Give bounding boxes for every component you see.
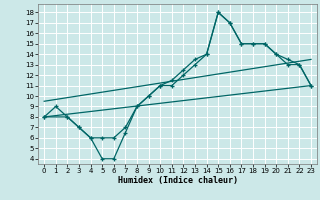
X-axis label: Humidex (Indice chaleur): Humidex (Indice chaleur) — [118, 176, 238, 185]
